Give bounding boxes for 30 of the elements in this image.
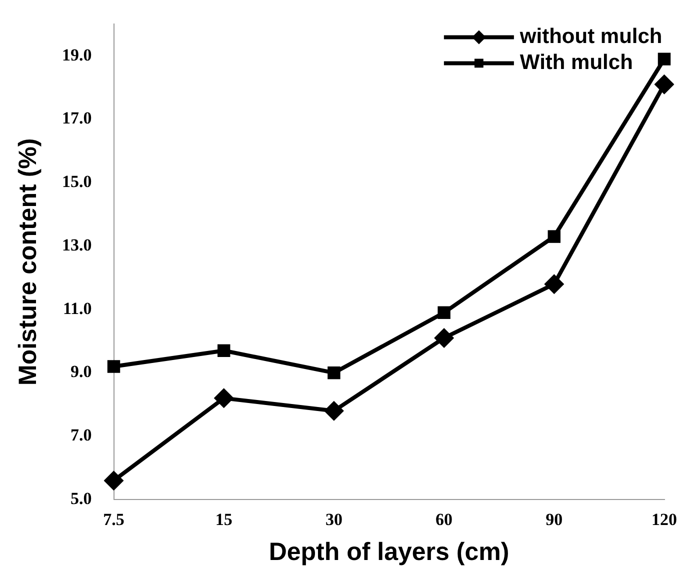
legend-label: With mulch bbox=[520, 50, 633, 74]
y-tick-label: 17.0 bbox=[62, 108, 92, 128]
point bbox=[214, 388, 234, 408]
x-tick-label: 30 bbox=[325, 510, 342, 530]
point bbox=[107, 360, 120, 373]
x-tick-label: 60 bbox=[436, 510, 453, 530]
legend-label: without mulch bbox=[518, 24, 662, 48]
y-tick-label: 19.0 bbox=[62, 45, 92, 64]
y-axis-title: Moisture content (%) bbox=[14, 138, 42, 386]
point bbox=[434, 328, 454, 348]
y-tick-label: 13.0 bbox=[62, 235, 92, 254]
point bbox=[328, 366, 340, 380]
point bbox=[658, 52, 671, 66]
y-tick-label: 15.0 bbox=[62, 172, 92, 192]
point bbox=[217, 344, 230, 358]
y-tick-label: 5.0 bbox=[70, 488, 92, 508]
point bbox=[104, 470, 124, 491]
point bbox=[548, 230, 561, 243]
x-axis-title: Depth of layers (cm) bbox=[268, 538, 510, 566]
y-tick-label: 9.0 bbox=[70, 362, 92, 382]
x-tick-label: 120 bbox=[652, 510, 677, 530]
point bbox=[438, 306, 450, 319]
point bbox=[544, 274, 564, 294]
x-tick-label: 15 bbox=[215, 510, 232, 530]
x-tick-label: 90 bbox=[546, 510, 563, 530]
y-tick-label: 7.0 bbox=[70, 426, 92, 445]
x-tick-label: 7.5 bbox=[103, 510, 124, 530]
point bbox=[654, 74, 674, 94]
y-tick-label: 11.0 bbox=[62, 298, 92, 318]
point bbox=[324, 400, 344, 421]
